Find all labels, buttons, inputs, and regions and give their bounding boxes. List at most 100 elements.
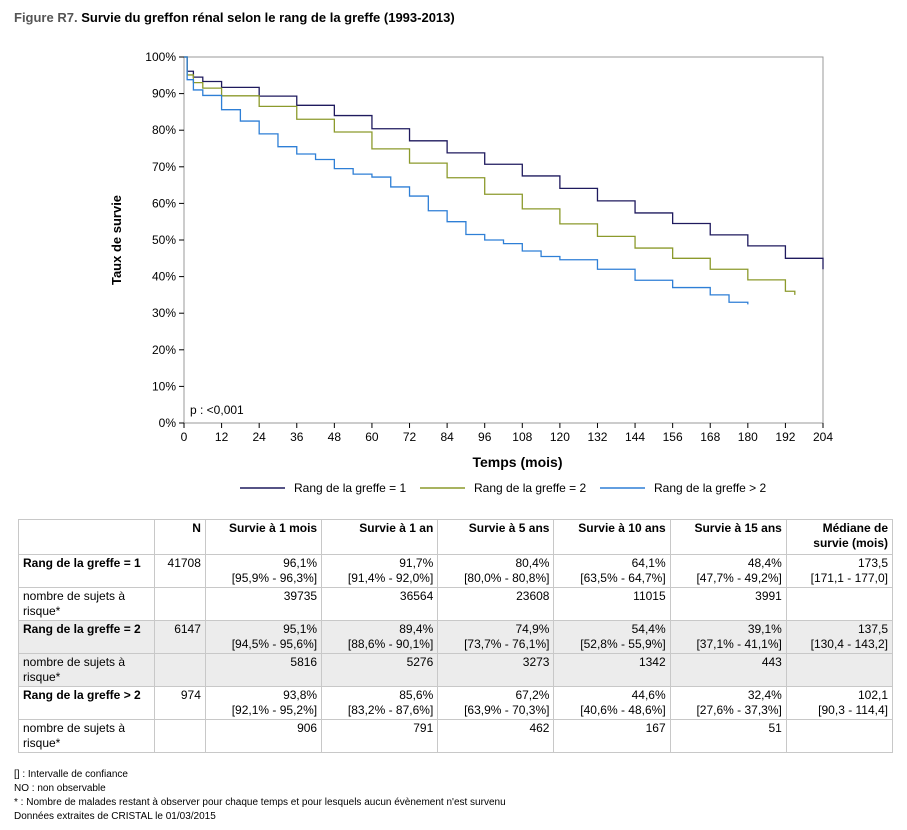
y-axis-label: Taux de survie bbox=[109, 195, 124, 285]
risk-cell bbox=[785, 719, 894, 753]
value-cell: 48,4% [47,7% - 49,2%] bbox=[669, 554, 787, 588]
value-cell: 85,6% [83,2% - 87,6%] bbox=[321, 686, 439, 720]
risk-cell: 23608 bbox=[437, 587, 555, 621]
legend-label-3: Rang de la greffe > 2 bbox=[654, 481, 767, 495]
table-row: nombre de sujets à risque* 5816 5276 3273 13… bbox=[17, 653, 894, 687]
risk-cell: 1342 bbox=[553, 653, 671, 687]
risk-cell: 167 bbox=[553, 719, 671, 753]
y-tick-label: 30% bbox=[152, 306, 176, 320]
value-cell: 91,7% [91,4% - 92,0%] bbox=[321, 554, 439, 588]
y-tick-label: 10% bbox=[152, 379, 176, 393]
x-tick-label: 132 bbox=[587, 430, 607, 444]
x-tick-label: 180 bbox=[738, 430, 758, 444]
x-tick-label: 192 bbox=[775, 430, 795, 444]
value-cell: 93,8% [92,1% - 95,2%] bbox=[204, 686, 323, 720]
x-tick-label: 60 bbox=[365, 430, 379, 444]
x-axis-label: Temps (mois) bbox=[473, 454, 563, 470]
value-cell: 44,6% [40,6% - 48,6%] bbox=[553, 686, 671, 720]
empty-cell bbox=[154, 719, 206, 753]
x-tick-label: 144 bbox=[625, 430, 645, 444]
series-line-2 bbox=[184, 56, 796, 295]
risk-cell: 906 bbox=[204, 719, 323, 753]
value-cell: 39,1% [37,1% - 41,1%] bbox=[669, 620, 787, 654]
footnotes: [] : Intervalle de confiance NO : non obs… bbox=[14, 768, 506, 824]
p-value-annotation: p : <0,001 bbox=[190, 403, 244, 417]
y-tick-label: 90% bbox=[152, 87, 176, 101]
y-tick-label: 40% bbox=[152, 270, 176, 284]
footnote-line: NO : non observable bbox=[14, 783, 106, 794]
x-tick-label: 156 bbox=[663, 430, 683, 444]
y-tick-label: 20% bbox=[152, 343, 176, 357]
risk-cell: 39735 bbox=[204, 587, 323, 621]
row-label: Rang de la greffe > 2 bbox=[17, 686, 156, 720]
value-cell: 64,1% [63,5% - 64,7%] bbox=[553, 554, 671, 588]
risk-label: nombre de sujets à risque* bbox=[17, 587, 156, 621]
risk-cell: 11015 bbox=[553, 587, 671, 621]
value-cell: 89,4% [88,6% - 90,1%] bbox=[321, 620, 439, 654]
x-tick-label: 120 bbox=[550, 430, 570, 444]
y-tick-label: 100% bbox=[145, 50, 176, 64]
risk-label: nombre de sujets à risque* bbox=[17, 719, 156, 753]
risk-cell: 791 bbox=[321, 719, 439, 753]
survival-table: N Survie à 1 mois Survie à 1 an Survie à 5 … bbox=[17, 519, 894, 753]
value-cell: 74,9% [73,7% - 76,1%] bbox=[437, 620, 555, 654]
value-cell: 95,1% [94,5% - 95,6%] bbox=[204, 620, 323, 654]
column-header: N bbox=[154, 519, 206, 555]
y-tick-label: 0% bbox=[159, 416, 177, 430]
footnote-line: Données extraites de CRISTAL le 01/03/20… bbox=[14, 811, 216, 822]
table-row: nombre de sujets à risque* 906 791 462 167 51 bbox=[17, 719, 894, 753]
risk-cell bbox=[785, 587, 894, 621]
x-tick-label: 84 bbox=[440, 430, 454, 444]
x-tick-label: 24 bbox=[252, 430, 266, 444]
n-cell: 974 bbox=[154, 686, 206, 720]
x-tick-label: 108 bbox=[512, 430, 532, 444]
figure-heading: Survie du greffon rénal selon le rang de… bbox=[81, 10, 455, 25]
series-line-3 bbox=[184, 56, 749, 305]
x-tick-label: 0 bbox=[181, 430, 188, 444]
value-cell: 32,4% [27,6% - 37,3%] bbox=[669, 686, 787, 720]
value-cell: 96,1% [95,9% - 96,3%] bbox=[204, 554, 323, 588]
value-cell: 80,4% [80,0% - 80,8%] bbox=[437, 554, 555, 588]
table-row: Rang de la greffe > 2 974 93,8% [92,1% - 95… bbox=[17, 686, 894, 720]
risk-cell: 3273 bbox=[437, 653, 555, 687]
row-label: Rang de la greffe = 1 bbox=[17, 554, 156, 588]
table-row: nombre de sujets à risque* 39735 36564 2360… bbox=[17, 587, 894, 621]
column-header: Médiane de survie (mois) bbox=[785, 519, 894, 555]
footnote-line: [] : Intervalle de confiance bbox=[14, 769, 128, 780]
risk-cell: 51 bbox=[669, 719, 787, 753]
column-header: Survie à 5 ans bbox=[437, 519, 555, 555]
legend-label-1: Rang de la greffe = 1 bbox=[294, 481, 407, 495]
empty-cell bbox=[154, 653, 206, 687]
figure-label: Figure R7. bbox=[14, 10, 78, 25]
x-tick-label: 204 bbox=[813, 430, 833, 444]
value-cell: 173,5 [171,1 - 177,0] bbox=[785, 554, 894, 588]
y-tick-label: 60% bbox=[152, 196, 176, 210]
risk-cell: 462 bbox=[437, 719, 555, 753]
x-tick-label: 36 bbox=[290, 430, 304, 444]
value-cell: 54,4% [52,8% - 55,9%] bbox=[553, 620, 671, 654]
y-tick-label: 80% bbox=[152, 123, 176, 137]
table-row: Rang de la greffe = 1 41708 96,1% [95,9% - … bbox=[17, 554, 894, 588]
empty-cell bbox=[154, 587, 206, 621]
risk-cell: 36564 bbox=[321, 587, 439, 621]
series-line-1 bbox=[184, 56, 824, 270]
risk-cell: 5816 bbox=[204, 653, 323, 687]
column-header: Survie à 15 ans bbox=[669, 519, 787, 555]
value-cell: 102,1 [90,3 - 114,4] bbox=[785, 686, 894, 720]
row-label: Rang de la greffe = 2 bbox=[17, 620, 156, 654]
survival-chart: 0% 10% 20% 30% 40% 50% 60% 70% 80% 90% 100% 0 12 24 36… bbox=[109, 50, 833, 495]
n-cell: 41708 bbox=[154, 554, 206, 588]
x-tick-label: 72 bbox=[403, 430, 417, 444]
n-cell: 6147 bbox=[154, 620, 206, 654]
figure-title: Figure R7. Survie du greffon rénal selon… bbox=[14, 10, 455, 25]
table-row: Rang de la greffe = 2 6147 95,1% [94,5% - 9… bbox=[17, 620, 894, 654]
y-tick-label: 50% bbox=[152, 233, 176, 247]
risk-cell: 443 bbox=[669, 653, 787, 687]
value-cell: 67,2% [63,9% - 70,3%] bbox=[437, 686, 555, 720]
x-tick-label: 12 bbox=[215, 430, 229, 444]
legend-label-2: Rang de la greffe = 2 bbox=[474, 481, 587, 495]
risk-cell bbox=[785, 653, 894, 687]
column-header bbox=[17, 519, 156, 555]
footnote-line: * : Nombre de malades restant à observer… bbox=[14, 797, 506, 808]
value-cell: 137,5 [130,4 - 143,2] bbox=[785, 620, 894, 654]
